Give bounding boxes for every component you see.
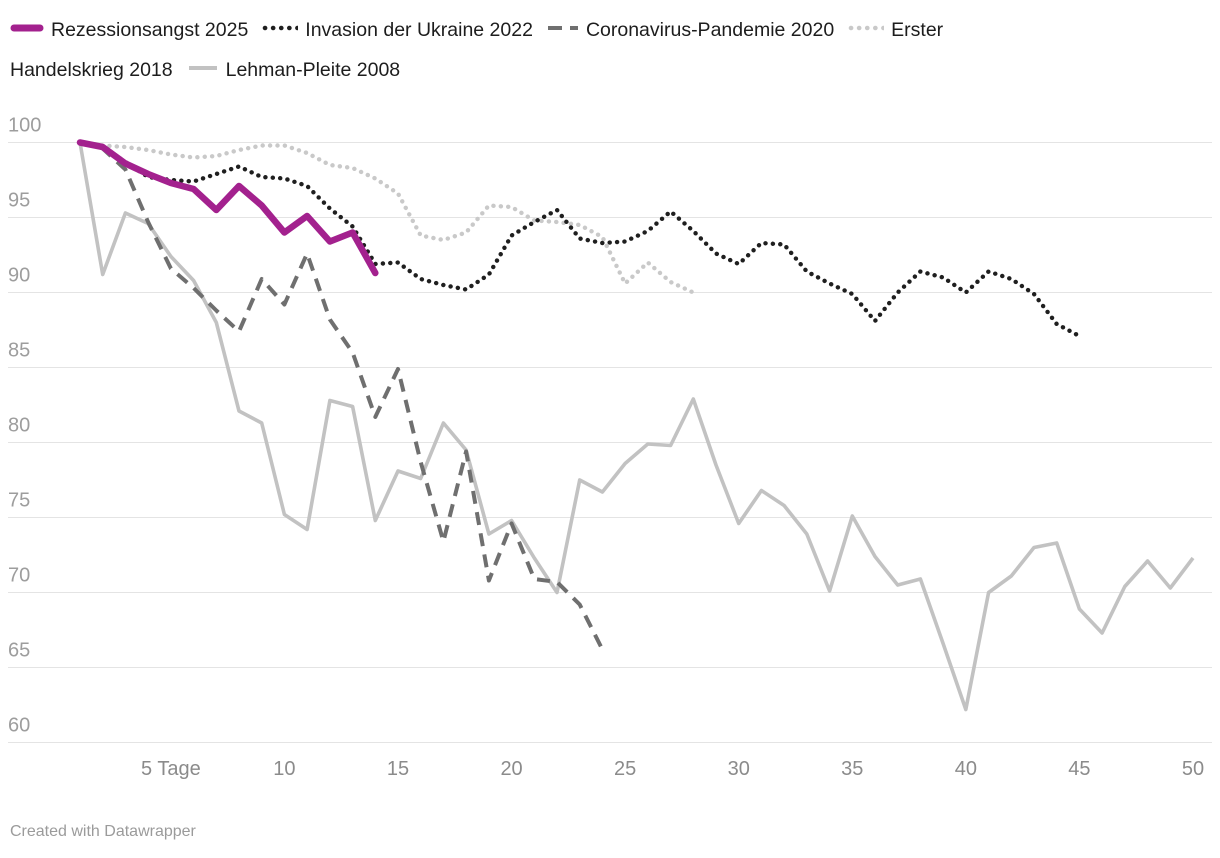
- legend-item-erster-handelskrieg-2018: Erster Handelskrieg 2018: [10, 19, 943, 81]
- x-tick-label: 25: [614, 758, 636, 780]
- y-tick-label: 75: [8, 490, 30, 512]
- y-tick-label: 95: [8, 190, 30, 212]
- y-tick-label: 100: [8, 115, 41, 137]
- dashed-line-swatch-icon: [547, 26, 578, 30]
- legend-label: Coronavirus-Pandemie 2020: [585, 19, 835, 41]
- y-tick-label: 80: [8, 415, 30, 437]
- legend-label: Lehman-Pleite 2008: [225, 59, 401, 81]
- legend: Rezessionsangst 2025 Invasion der Ukraine…: [10, 10, 1050, 90]
- y-tick-label: 90: [8, 265, 30, 287]
- x-tick-label: 20: [500, 758, 522, 780]
- x-tick-label: 45: [1068, 758, 1090, 780]
- series-line-erster-handelskrieg-2018: [77, 140, 696, 295]
- x-tick-label: 15: [387, 758, 409, 780]
- series-line-coronavirus-pandemie-2020: [79, 140, 605, 651]
- credit-text: Created with Datawrapper: [10, 823, 196, 840]
- series-line-lehman-pleite-2008: [78, 142, 1195, 712]
- x-tick-label: 40: [955, 758, 977, 780]
- y-tick-label: 65: [8, 640, 30, 662]
- series-line-rezessionsangst-2025: [76, 139, 379, 277]
- solid-line-swatch-icon: [188, 66, 217, 70]
- y-tick-label: 60: [8, 715, 30, 737]
- legend-item-invasion-der-ukraine-2022: Invasion der Ukraine 2022: [262, 19, 533, 41]
- x-tick-label: 35: [841, 758, 863, 780]
- y-tick-label: 85: [8, 340, 30, 362]
- dotted-line-swatch-icon: [262, 25, 301, 31]
- legend-item-coronavirus-pandemie-2020: Coronavirus-Pandemie 2020: [547, 19, 834, 41]
- legend-label: Erster Handelskrieg 2018: [10, 19, 944, 81]
- x-tick-label: 30: [728, 758, 750, 780]
- legend-item-rezessionsangst-2025: Rezessionsangst 2025: [10, 19, 248, 41]
- light-dotted-line-swatch-icon: [848, 25, 887, 31]
- thick-line-swatch-icon: [10, 24, 44, 32]
- x-tick-label: 10: [273, 758, 295, 780]
- series-line-invasion-der-ukraine-2022: [77, 140, 1082, 339]
- legend-label: Invasion der Ukraine 2022: [305, 19, 533, 41]
- legend-label: Rezessionsangst 2025: [51, 19, 249, 41]
- x-tick-label: 50: [1182, 758, 1204, 780]
- y-tick-label: 70: [8, 565, 30, 587]
- x-tick-label: 5 Tage: [141, 758, 201, 780]
- legend-item-lehman-pleite-2008: Lehman-Pleite 2008: [187, 59, 401, 81]
